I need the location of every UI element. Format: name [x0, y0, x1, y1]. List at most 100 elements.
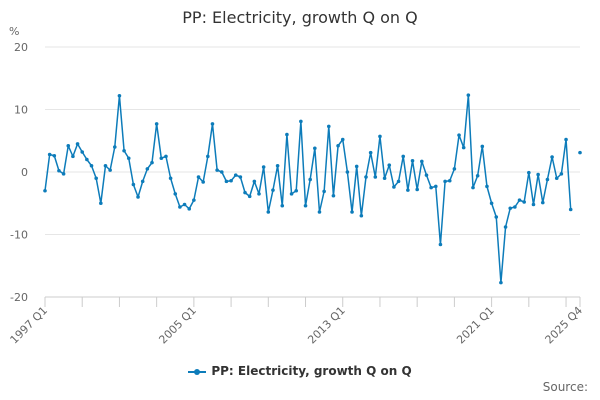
- data-point: [299, 119, 303, 124]
- data-point: [192, 198, 196, 202]
- data-point: [168, 176, 173, 181]
- data-point: [47, 152, 52, 157]
- data-point: [103, 163, 108, 168]
- y-tick-label: -20: [10, 291, 28, 304]
- data-point: [485, 184, 489, 189]
- data-point: [443, 179, 447, 184]
- x-axis: [44, 296, 581, 307]
- data-point: [554, 176, 559, 181]
- data-point: [461, 145, 466, 150]
- data-point: [313, 146, 317, 151]
- data-point: [420, 159, 424, 164]
- data-point: [75, 142, 80, 146]
- data-point: [164, 154, 168, 159]
- data-point: [452, 167, 457, 171]
- data-point: [480, 144, 485, 149]
- gridlines: [45, 46, 580, 235]
- data-point: [136, 195, 140, 199]
- data-point: [215, 168, 219, 172]
- data-point: [345, 170, 350, 174]
- data-point: [261, 165, 266, 169]
- data-point: [364, 175, 368, 179]
- data-point: [275, 163, 280, 168]
- data-point: [85, 157, 89, 162]
- data-point: [252, 179, 257, 184]
- series-line: [45, 95, 580, 283]
- x-tick-label: 2005 Q1: [156, 304, 199, 347]
- data-point: [401, 154, 406, 159]
- data-point: [368, 150, 373, 155]
- data-point: [387, 163, 392, 167]
- data-point: [550, 155, 554, 159]
- data-point: [424, 173, 429, 177]
- data-point: [224, 179, 229, 184]
- data-point: [196, 175, 201, 179]
- data-point: [489, 201, 494, 206]
- data-point: [145, 167, 150, 171]
- data-point: [503, 225, 508, 229]
- data-point: [182, 202, 187, 207]
- data-point: [271, 188, 275, 192]
- data-point: [229, 178, 233, 183]
- data-point: [280, 203, 285, 208]
- data-point: [285, 132, 289, 137]
- data-point: [471, 185, 475, 190]
- data-point: [238, 175, 243, 179]
- data-point: [354, 164, 359, 169]
- data-point: [210, 122, 215, 126]
- y-unit-label: %: [9, 25, 19, 38]
- data-point: [382, 176, 387, 181]
- data-point: [257, 192, 261, 196]
- data-point: [466, 93, 471, 97]
- data-point: [326, 124, 331, 129]
- data-point: [117, 93, 122, 98]
- data-point: [154, 122, 159, 126]
- data-point: [122, 148, 126, 153]
- data-point: [578, 150, 582, 155]
- data-point: [159, 156, 164, 161]
- data-point: [527, 170, 531, 175]
- data-point: [201, 180, 205, 184]
- data-point: [517, 198, 522, 202]
- data-point: [52, 153, 57, 158]
- data-point: [540, 200, 545, 205]
- data-point: [410, 158, 415, 163]
- data-point: [61, 172, 66, 176]
- data-point: [233, 173, 238, 177]
- data-point: [513, 205, 517, 209]
- data-point: [406, 188, 410, 192]
- data-point: [340, 137, 345, 142]
- data-point: [219, 170, 224, 174]
- data-point: [150, 160, 154, 165]
- data-point: [178, 205, 182, 209]
- data-point: [531, 202, 536, 207]
- data-point: [350, 210, 354, 214]
- data-point: [108, 168, 112, 172]
- data-point: [433, 184, 438, 189]
- data-point: [508, 206, 513, 211]
- data-point: [536, 172, 540, 177]
- y-tick-label: 10: [14, 104, 28, 117]
- data-point: [378, 134, 382, 139]
- x-tick-label: 2025 Q4: [543, 304, 586, 347]
- data-point: [289, 192, 294, 196]
- data-point: [303, 203, 308, 208]
- y-tick-label: 0: [21, 166, 28, 179]
- data-point: [243, 190, 247, 195]
- data-point: [266, 210, 271, 214]
- data-point: [447, 178, 452, 183]
- data-point: [322, 189, 326, 194]
- data-point: [475, 173, 480, 178]
- x-tick-labels: 1997 Q1 2005 Q1 2013 Q1 2021 Q1 2025 Q4: [8, 304, 586, 347]
- data-point: [206, 154, 210, 159]
- x-tick-label: 2021 Q1: [454, 304, 497, 347]
- legend-marker: [194, 368, 201, 375]
- data-point: [415, 187, 419, 192]
- data-point: [331, 193, 336, 198]
- data-point: [187, 207, 192, 211]
- y-tick-label: 20: [14, 41, 28, 54]
- data-point: [568, 207, 573, 212]
- legend[interactable]: PP: Electricity, growth Q on Q: [0, 364, 600, 378]
- data-point: [99, 201, 103, 206]
